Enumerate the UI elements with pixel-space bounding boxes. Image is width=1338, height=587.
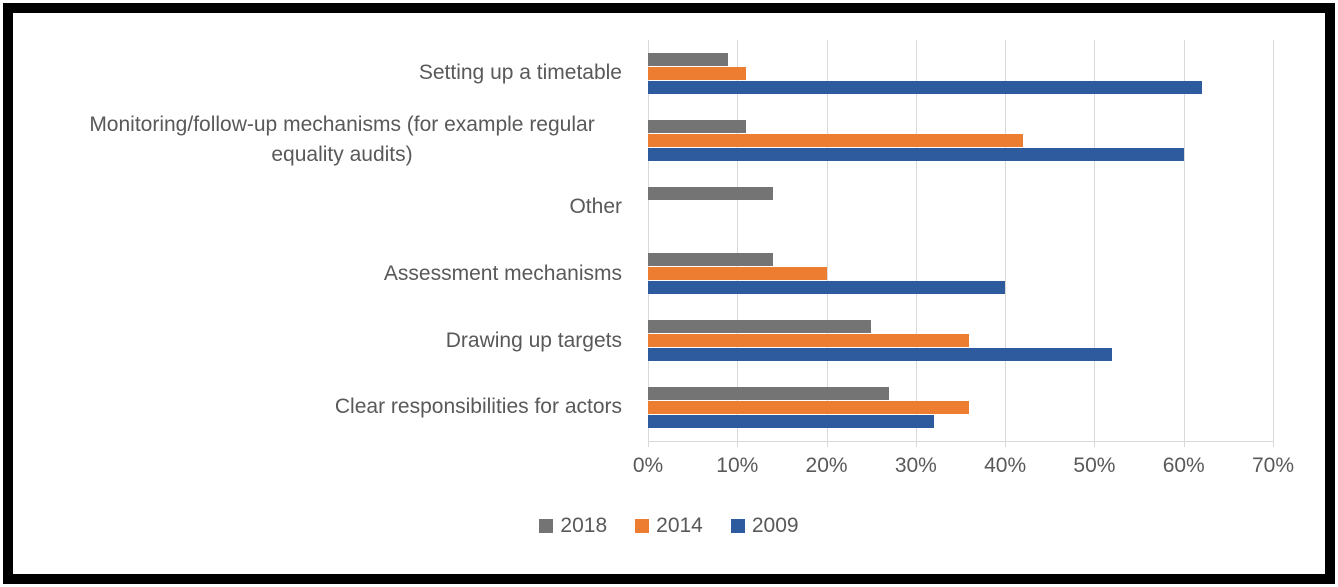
axis-tick: [1273, 441, 1274, 447]
bar-group: [648, 107, 1273, 174]
legend-label: 2018: [560, 514, 608, 537]
category-label: Assessment mechanisms: [383, 261, 622, 285]
category-label: Other: [569, 194, 622, 218]
x-tick-label: 30%: [894, 454, 937, 477]
bar-2009: [648, 147, 1184, 161]
gridline: [1273, 40, 1274, 441]
plot-area: [648, 40, 1274, 447]
x-tick-label: 0%: [632, 454, 664, 477]
bar-2018: [648, 186, 773, 200]
x-tick-label: 10%: [716, 454, 759, 477]
axis-tick: [1183, 441, 1185, 447]
axis-tick: [915, 441, 917, 447]
category-label-row: Clear responsibilities for actors: [16, 374, 622, 441]
legend: 2018 2014 2009: [13, 514, 1325, 538]
x-tick-label: 50%: [1073, 454, 1116, 477]
category-label-row: Drawing up targets: [16, 307, 622, 374]
x-tick-label: 40%: [984, 454, 1027, 477]
bar-2014: [648, 401, 970, 415]
legend-item-2014: 2014: [635, 514, 703, 538]
category-label-row: Monitoring/follow-up mechanisms (for exa…: [16, 107, 622, 174]
axis-tick: [737, 441, 739, 447]
bar-group: [648, 374, 1273, 441]
x-tick-label: 60%: [1162, 454, 1205, 477]
category-label-row: Setting up a timetable: [16, 40, 622, 107]
gridline: [826, 40, 828, 441]
bar-2014: [648, 133, 1023, 147]
bar-group: [648, 240, 1273, 307]
bar-2014: [648, 334, 970, 348]
legend-label: 2014: [656, 514, 703, 537]
category-label: Clear responsibilities for actors: [334, 395, 622, 419]
x-tick-label: 20%: [805, 454, 848, 477]
gridline: [737, 40, 739, 441]
bar-2018: [648, 387, 890, 401]
legend-swatch-2009: [730, 519, 745, 533]
bar-group: [648, 174, 1273, 241]
legend-item-2018: 2018: [539, 514, 607, 538]
gridline: [915, 40, 917, 441]
legend-swatch-2018: [539, 519, 554, 533]
bar-group: [648, 40, 1273, 107]
legend-swatch-2014: [635, 519, 650, 533]
bar-series-area: [648, 40, 1273, 441]
legend-label: 2009: [751, 514, 799, 537]
x-axis-labels: 0% 10% 20% 30% 40% 50% 60% 70%: [633, 454, 1294, 484]
gridline: [648, 40, 649, 441]
bar-2014: [648, 267, 827, 281]
bar-2018: [648, 320, 872, 334]
bar-2014: [648, 66, 747, 80]
bar-2009: [648, 415, 934, 429]
x-tick-label: 70%: [1251, 454, 1295, 477]
axis-tick: [1005, 441, 1007, 447]
axis-tick: [648, 441, 649, 447]
gridline: [1094, 40, 1096, 441]
bar-2018: [648, 52, 729, 66]
x-axis-line: [648, 441, 1273, 442]
category-label-row: Other: [16, 174, 622, 241]
bar-group: [648, 307, 1273, 374]
category-axis: Setting up a timetable Monitoring/follow-…: [16, 40, 622, 441]
category-label-row: Assessment mechanisms: [16, 240, 622, 307]
bar-2009: [648, 348, 1113, 362]
bar-2009: [648, 281, 1006, 295]
legend-item-2009: 2009: [730, 514, 799, 538]
bar-2018: [648, 119, 747, 133]
category-label: Setting up a timetable: [418, 61, 622, 85]
gridline: [1005, 40, 1007, 441]
axis-tick: [826, 441, 828, 447]
category-label: Monitoring/follow-up mechanisms (for exa…: [89, 112, 595, 167]
bar-2009: [648, 80, 1202, 94]
bar-2018: [648, 253, 773, 267]
gridline: [1183, 40, 1185, 441]
category-label: Drawing up targets: [445, 328, 622, 352]
axis-tick: [1094, 441, 1096, 447]
